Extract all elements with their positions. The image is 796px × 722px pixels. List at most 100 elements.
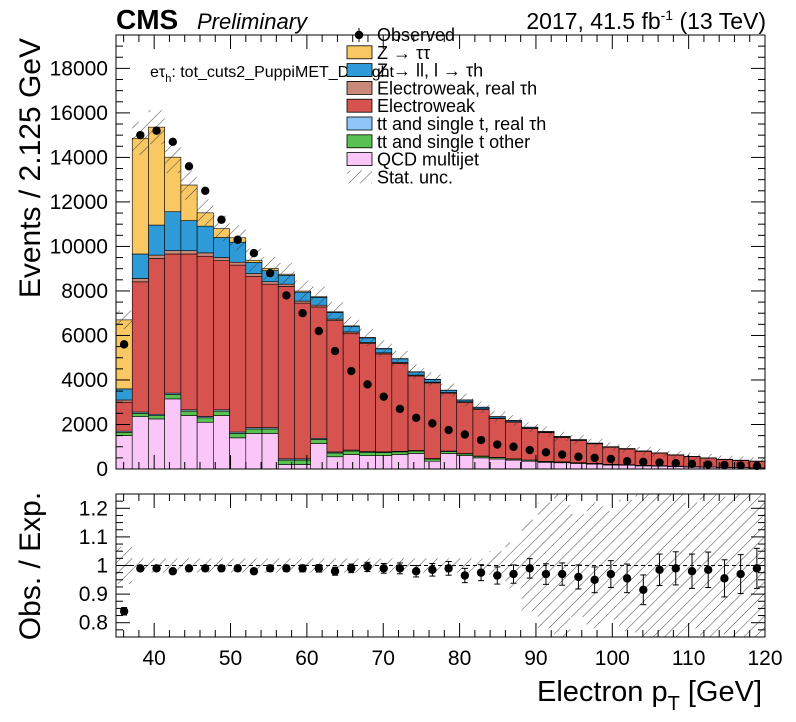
ratio-band-bin bbox=[245, 558, 263, 573]
bar-segment bbox=[553, 462, 571, 470]
stat-unc-bin bbox=[537, 426, 555, 437]
observed-point bbox=[136, 130, 145, 140]
legend-entry: Observed bbox=[354, 25, 455, 45]
legend-hatch-swatch bbox=[347, 170, 372, 184]
observed-point bbox=[460, 430, 470, 439]
ratio-point bbox=[217, 564, 226, 573]
ratio-point bbox=[606, 569, 616, 579]
ratio-point bbox=[752, 564, 762, 573]
observed-point bbox=[428, 419, 437, 428]
bar-segment bbox=[229, 261, 247, 266]
x-tick-label: 50 bbox=[219, 647, 242, 670]
bar-segment bbox=[180, 220, 198, 251]
ratio-point bbox=[574, 572, 583, 582]
bar-segment bbox=[326, 320, 344, 453]
ratio-point bbox=[233, 564, 242, 573]
bar-segment bbox=[115, 431, 133, 436]
bar-segment bbox=[115, 401, 133, 432]
observed-point bbox=[525, 445, 534, 455]
bar-segment bbox=[196, 225, 214, 254]
bar-segment bbox=[586, 463, 604, 470]
ratio-band-bin bbox=[456, 558, 473, 573]
x-tick-label: 100 bbox=[595, 647, 630, 670]
bar-segment bbox=[261, 283, 279, 429]
bar-segment bbox=[310, 306, 328, 439]
legend-label: Z → ll, l → τh bbox=[377, 61, 483, 81]
bar-segment bbox=[164, 398, 182, 470]
legend-swatch bbox=[346, 152, 373, 167]
observed-point bbox=[233, 235, 242, 244]
stat-unc-bin bbox=[213, 215, 230, 242]
y-tick-label: 0 bbox=[96, 458, 108, 481]
stat-unc-bin bbox=[245, 248, 263, 272]
ratio-point bbox=[460, 571, 470, 580]
observed-point bbox=[736, 461, 745, 470]
x-tick-label: 120 bbox=[747, 647, 782, 670]
observed-point bbox=[720, 460, 729, 470]
observed-point bbox=[557, 450, 567, 459]
legend-swatch bbox=[346, 81, 373, 95]
legend-swatch bbox=[346, 63, 373, 77]
bar-segment bbox=[164, 253, 182, 394]
legend-label: tt and single t other bbox=[377, 132, 530, 152]
stat-unc-bin bbox=[180, 170, 198, 200]
y-tick-label: 14000 bbox=[50, 146, 108, 169]
bar-segment bbox=[131, 253, 149, 279]
bar-segment bbox=[245, 275, 263, 428]
y-tick-label: 6000 bbox=[61, 324, 108, 347]
ratio-point bbox=[379, 564, 388, 573]
bar-segment bbox=[359, 452, 376, 456]
ratio-point bbox=[265, 564, 275, 573]
legend-entry: tt and single t other bbox=[346, 132, 530, 152]
y-tick-label: 12000 bbox=[50, 191, 108, 214]
bar-segment bbox=[164, 250, 182, 255]
observed-point bbox=[671, 459, 680, 468]
observed-point bbox=[379, 392, 388, 401]
bar-segment bbox=[456, 402, 474, 454]
bar-segment bbox=[440, 392, 458, 452]
ratio-point bbox=[704, 565, 713, 574]
main-histogram-panel: 0 2000 4000 6000 8000 10000 12000 14000 16000 180… bbox=[50, 25, 766, 481]
legend-entry: Z → ττ bbox=[346, 43, 430, 63]
observed-point bbox=[119, 340, 129, 349]
bar-segment bbox=[505, 421, 522, 460]
bar-segment bbox=[407, 375, 425, 451]
stat-unc-bin bbox=[359, 328, 376, 347]
x-tick-label: 110 bbox=[672, 647, 705, 670]
bar-segment bbox=[115, 388, 133, 401]
stat-unc-bin bbox=[586, 438, 603, 448]
bar-segment bbox=[196, 417, 214, 423]
stat-unc-bin bbox=[310, 286, 327, 307]
bar-segment bbox=[407, 450, 425, 454]
stat-unc-bin bbox=[456, 393, 473, 406]
stat-unc-bin bbox=[521, 422, 538, 433]
observed-point bbox=[282, 291, 291, 300]
bar-segment bbox=[359, 343, 376, 452]
stat-unc-bin bbox=[424, 372, 441, 387]
bar-segment bbox=[148, 224, 165, 256]
observed-point bbox=[168, 137, 177, 147]
observed-point bbox=[493, 440, 502, 449]
ratio-point bbox=[119, 607, 129, 616]
observed-point bbox=[541, 448, 551, 457]
x-tick-label: 80 bbox=[448, 647, 471, 670]
ratio-point bbox=[590, 575, 599, 584]
bar-segment bbox=[131, 278, 149, 283]
bar-segment bbox=[164, 394, 182, 400]
observed-point bbox=[590, 453, 599, 463]
ratio-x-axis: 40 50 60 70 80 90 100 110 120 bbox=[123, 494, 783, 670]
bar-segment bbox=[326, 456, 344, 470]
bar-segment bbox=[180, 253, 198, 411]
observed-point bbox=[363, 380, 372, 389]
observed-point bbox=[347, 366, 356, 376]
legend-entry: Stat. unc. bbox=[347, 167, 453, 187]
main-plot-frame bbox=[115, 34, 766, 470]
bar-segment bbox=[196, 255, 214, 417]
bar-segment bbox=[245, 428, 263, 434]
stat-unc-bin bbox=[602, 442, 619, 451]
stat-unc-bin bbox=[683, 452, 701, 461]
bar-segment bbox=[391, 451, 409, 455]
stat-unc-bin bbox=[294, 280, 311, 302]
bar-segment bbox=[148, 258, 165, 415]
